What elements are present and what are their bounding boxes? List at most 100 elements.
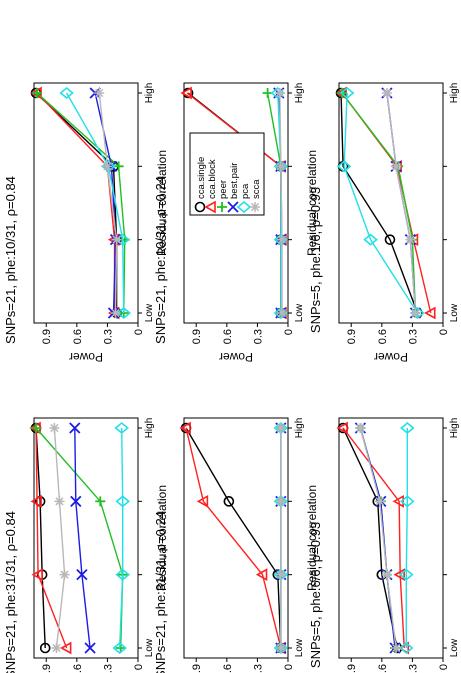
legend-marker [250, 202, 260, 212]
x-tick-label: Low [144, 303, 155, 322]
data-point [70, 495, 82, 507]
chart-title: SNPs=5, phe:6/6, ρ=0.93 [308, 522, 323, 668]
data-point [54, 496, 65, 507]
y-tick-label: 0.6 [222, 664, 234, 673]
data-point [336, 421, 348, 435]
data-point [273, 568, 289, 581]
data-point [273, 421, 289, 435]
chart-title: SNPs=21, phe:31/31, ρ=0.24 [153, 511, 168, 673]
data-point [51, 643, 62, 653]
plot-frame [338, 82, 444, 324]
data-point [399, 568, 414, 581]
data-point [275, 423, 286, 433]
data-point [381, 569, 392, 580]
data-point [39, 642, 51, 654]
data-point [116, 306, 131, 320]
legend-label: pca [240, 183, 251, 199]
data-point [110, 308, 121, 318]
data-point [374, 496, 385, 507]
y-tick-label: 0.3 [252, 329, 264, 344]
data-point [339, 86, 355, 100]
data-point [59, 569, 70, 580]
data-point [400, 421, 415, 435]
series-line [35, 427, 68, 649]
chart-title: SNPs=21, phe:10/31, ρ=0.84 [3, 176, 18, 344]
data-point [94, 88, 105, 98]
data-point [31, 568, 43, 582]
data-point [381, 88, 392, 98]
series-line [118, 427, 124, 649]
data-point [391, 643, 402, 653]
y-tick-label: 0.9 [346, 664, 358, 673]
y-tick-label: 0.9 [41, 329, 53, 344]
data-point [393, 568, 405, 582]
data-point [275, 643, 286, 653]
data-point [273, 495, 289, 508]
series-pca [399, 421, 415, 655]
x-tick-label: Low [449, 638, 460, 657]
data-point [95, 496, 106, 507]
plot-frame [338, 417, 444, 659]
data-point [275, 161, 286, 172]
series-line [343, 92, 419, 314]
data-point [84, 642, 96, 654]
chart-panel: SNPs=21, phe:10/31, ρ=0.84 0 0.3 0.6 0.9 Powe… [3, 82, 169, 364]
data-point [112, 641, 127, 655]
x-axis-label: Residual correlation [305, 485, 319, 591]
data-point [223, 496, 235, 507]
data-point [179, 421, 191, 435]
legend-label: cca.single [196, 157, 207, 199]
chart-title: SNPs=5, phe:1/6, ρ=0.93 [308, 187, 323, 333]
y-tick-label: 0.9 [346, 329, 358, 344]
data-point [273, 641, 289, 655]
x-axis-label: Residual correlation [155, 485, 169, 591]
data-point [32, 88, 43, 98]
x-axis-label: Residual correlation [155, 150, 169, 256]
data-point [76, 569, 88, 581]
legend-label: peer [218, 180, 229, 199]
y-tick-label: 0.9 [191, 329, 203, 344]
chart-panel: SNPs=21, phe:31/31, ρ=0.8400.30.60.9Powe… [3, 417, 169, 673]
series-scca [274, 88, 287, 318]
y-tick-label: 0 [283, 329, 295, 335]
data-point [115, 568, 130, 581]
y-tick-label: 0 [438, 664, 450, 670]
data-point [102, 161, 113, 172]
x-tick-label: High [449, 418, 460, 439]
series-cca-block [179, 421, 286, 655]
series-pca [112, 421, 130, 655]
y-tick-label: 0.6 [377, 329, 389, 344]
series-line [35, 427, 46, 649]
y-tick-label: 0.9 [191, 664, 203, 673]
series-scca [94, 88, 122, 318]
data-point [30, 494, 42, 508]
chart-panel: SNPs=21, phe:10/31, ρ=0.24 0 0.3 0.6 0.9 Powe… [153, 82, 319, 364]
x-tick-label: Low [294, 638, 305, 657]
series-scca [381, 88, 421, 318]
data-point [400, 495, 415, 508]
x-tick-label: High [144, 83, 155, 104]
y-tick-label: 0.3 [102, 329, 114, 344]
series-scca [355, 423, 402, 653]
data-point [273, 160, 289, 173]
series-line [36, 92, 126, 314]
y-tick-label: 0 [133, 329, 145, 335]
y-tick-label: 0.3 [407, 329, 419, 344]
series-scca [49, 423, 70, 653]
y-tick-label: 0.6 [222, 329, 234, 344]
series-line [359, 427, 397, 649]
data-point [275, 496, 286, 507]
data-point [180, 86, 192, 100]
x-tick-label: Low [449, 303, 460, 322]
data-point [424, 306, 436, 320]
y-tick-label: 0 [438, 329, 450, 335]
y-axis-label: Power [69, 350, 103, 364]
chart-title: SNPs=21, phe:10/31, ρ=0.24 [153, 176, 168, 344]
legend-marker [204, 200, 216, 214]
chart-panel: SNPs=21, phe:31/31, ρ=0.2400.30.60.9Powe… [153, 417, 319, 673]
x-tick-label: Low [144, 638, 155, 657]
data-point [276, 308, 287, 318]
data-point [355, 423, 366, 433]
data-point [274, 88, 285, 98]
